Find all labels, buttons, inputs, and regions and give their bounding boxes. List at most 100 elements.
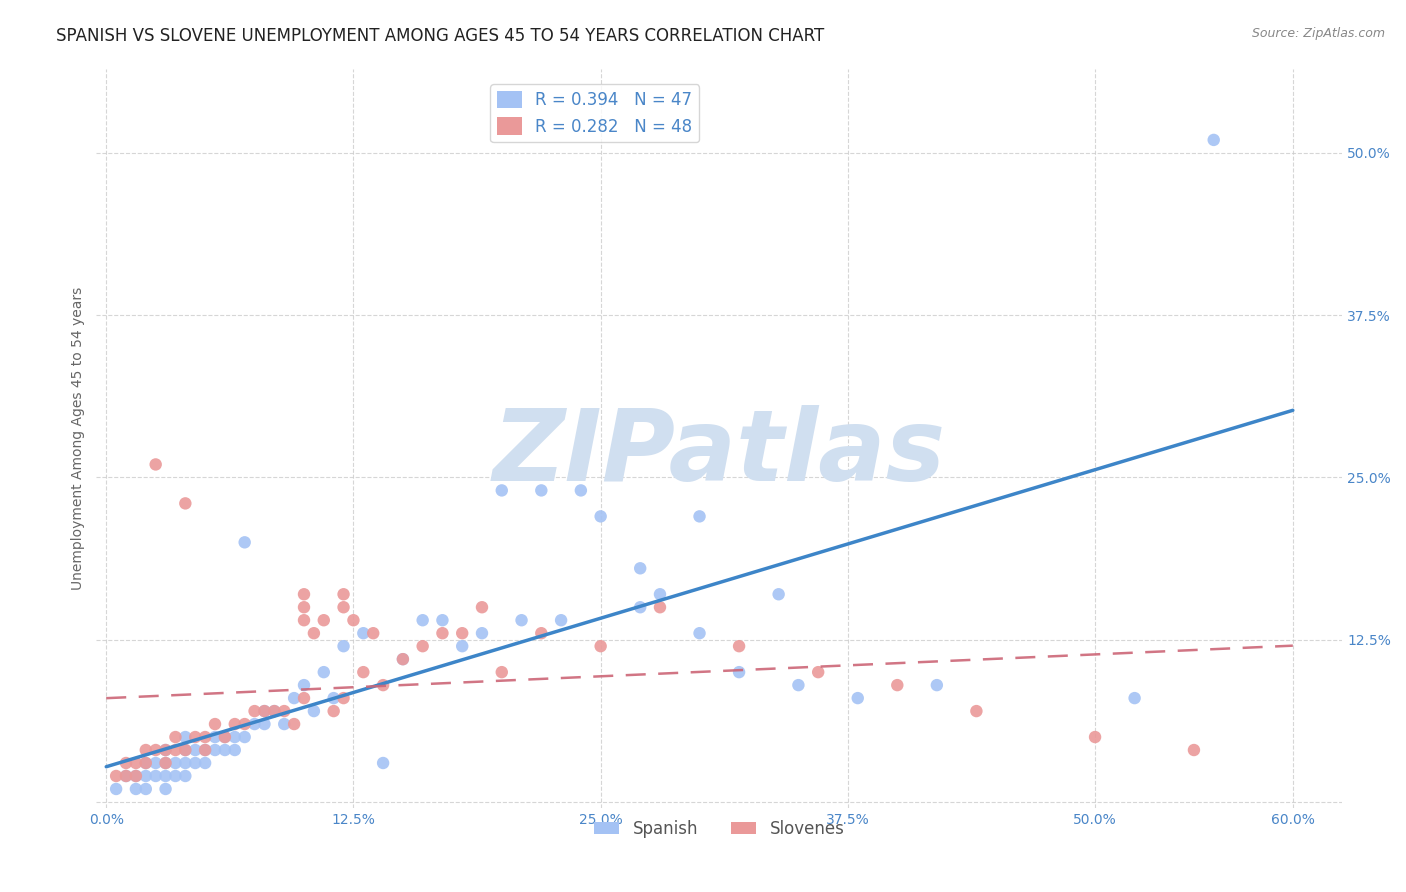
Point (184, 730, 207, 744)
Point (648, 600, 671, 615)
Point (432, 613, 454, 627)
Point (412, 639, 434, 653)
Point (332, 691, 354, 706)
Point (273, 717, 295, 731)
Point (214, 743, 236, 757)
Legend: Spanish, Slovenes: Spanish, Slovenes (588, 814, 851, 845)
Point (451, 639, 474, 653)
Point (491, 665, 513, 680)
Point (886, 678, 908, 692)
Point (194, 743, 217, 757)
Point (125, 769, 148, 783)
Point (105, 769, 128, 783)
Point (471, 600, 494, 615)
Point (184, 743, 207, 757)
Point (204, 743, 226, 757)
Point (125, 781, 148, 796)
Point (174, 730, 197, 744)
Point (491, 483, 513, 498)
Point (115, 756, 138, 770)
Point (1084, 730, 1107, 744)
Point (155, 743, 177, 757)
Point (174, 756, 197, 770)
Point (471, 626, 494, 640)
Point (292, 613, 315, 627)
Point (194, 756, 217, 770)
Point (115, 769, 138, 783)
Point (510, 613, 533, 627)
Point (530, 626, 553, 640)
Y-axis label: Unemployment Among Ages 45 to 54 years: Unemployment Among Ages 45 to 54 years (72, 287, 86, 591)
Point (174, 769, 197, 783)
Point (332, 587, 354, 601)
Point (105, 781, 128, 796)
Point (451, 626, 474, 640)
Point (392, 652, 415, 666)
Point (628, 600, 651, 615)
Point (214, 730, 236, 744)
Point (174, 496, 197, 510)
Point (530, 483, 553, 498)
Point (312, 665, 335, 680)
Point (361, 626, 384, 640)
Point (846, 691, 869, 706)
Point (768, 587, 790, 601)
Point (204, 717, 226, 731)
Point (432, 626, 454, 640)
Point (233, 535, 256, 549)
Point (135, 756, 157, 770)
Point (224, 717, 246, 731)
Point (1202, 133, 1225, 147)
Point (787, 678, 810, 692)
Point (292, 678, 315, 692)
Point (253, 717, 276, 731)
Point (322, 691, 344, 706)
Point (263, 704, 285, 718)
Point (135, 781, 157, 796)
Point (689, 626, 711, 640)
Point (194, 730, 217, 744)
Point (145, 458, 167, 472)
Point (125, 756, 148, 770)
Point (589, 639, 612, 653)
Point (243, 717, 266, 731)
Point (135, 756, 157, 770)
Point (263, 704, 285, 718)
Point (352, 665, 374, 680)
Point (155, 769, 177, 783)
Point (728, 639, 751, 653)
Point (155, 781, 177, 796)
Point (302, 704, 325, 718)
Point (273, 704, 295, 718)
Point (145, 743, 167, 757)
Point (224, 743, 246, 757)
Point (145, 756, 167, 770)
Point (569, 483, 592, 498)
Point (1123, 691, 1146, 706)
Point (125, 769, 148, 783)
Point (412, 613, 434, 627)
Point (292, 600, 315, 615)
Point (155, 756, 177, 770)
Point (165, 769, 187, 783)
Point (155, 756, 177, 770)
Text: Source: ZipAtlas.com: Source: ZipAtlas.com (1251, 27, 1385, 40)
Point (194, 743, 217, 757)
Point (1182, 743, 1205, 757)
Point (728, 665, 751, 680)
Point (174, 743, 197, 757)
Point (332, 600, 354, 615)
Point (115, 769, 138, 783)
Point (689, 509, 711, 524)
Point (204, 730, 226, 744)
Point (135, 769, 157, 783)
Point (292, 587, 315, 601)
Point (352, 626, 374, 640)
Point (312, 613, 335, 627)
Point (628, 561, 651, 575)
Point (224, 730, 246, 744)
Point (253, 704, 276, 718)
Text: ZIPatlas: ZIPatlas (492, 405, 946, 502)
Point (322, 704, 344, 718)
Point (371, 756, 394, 770)
